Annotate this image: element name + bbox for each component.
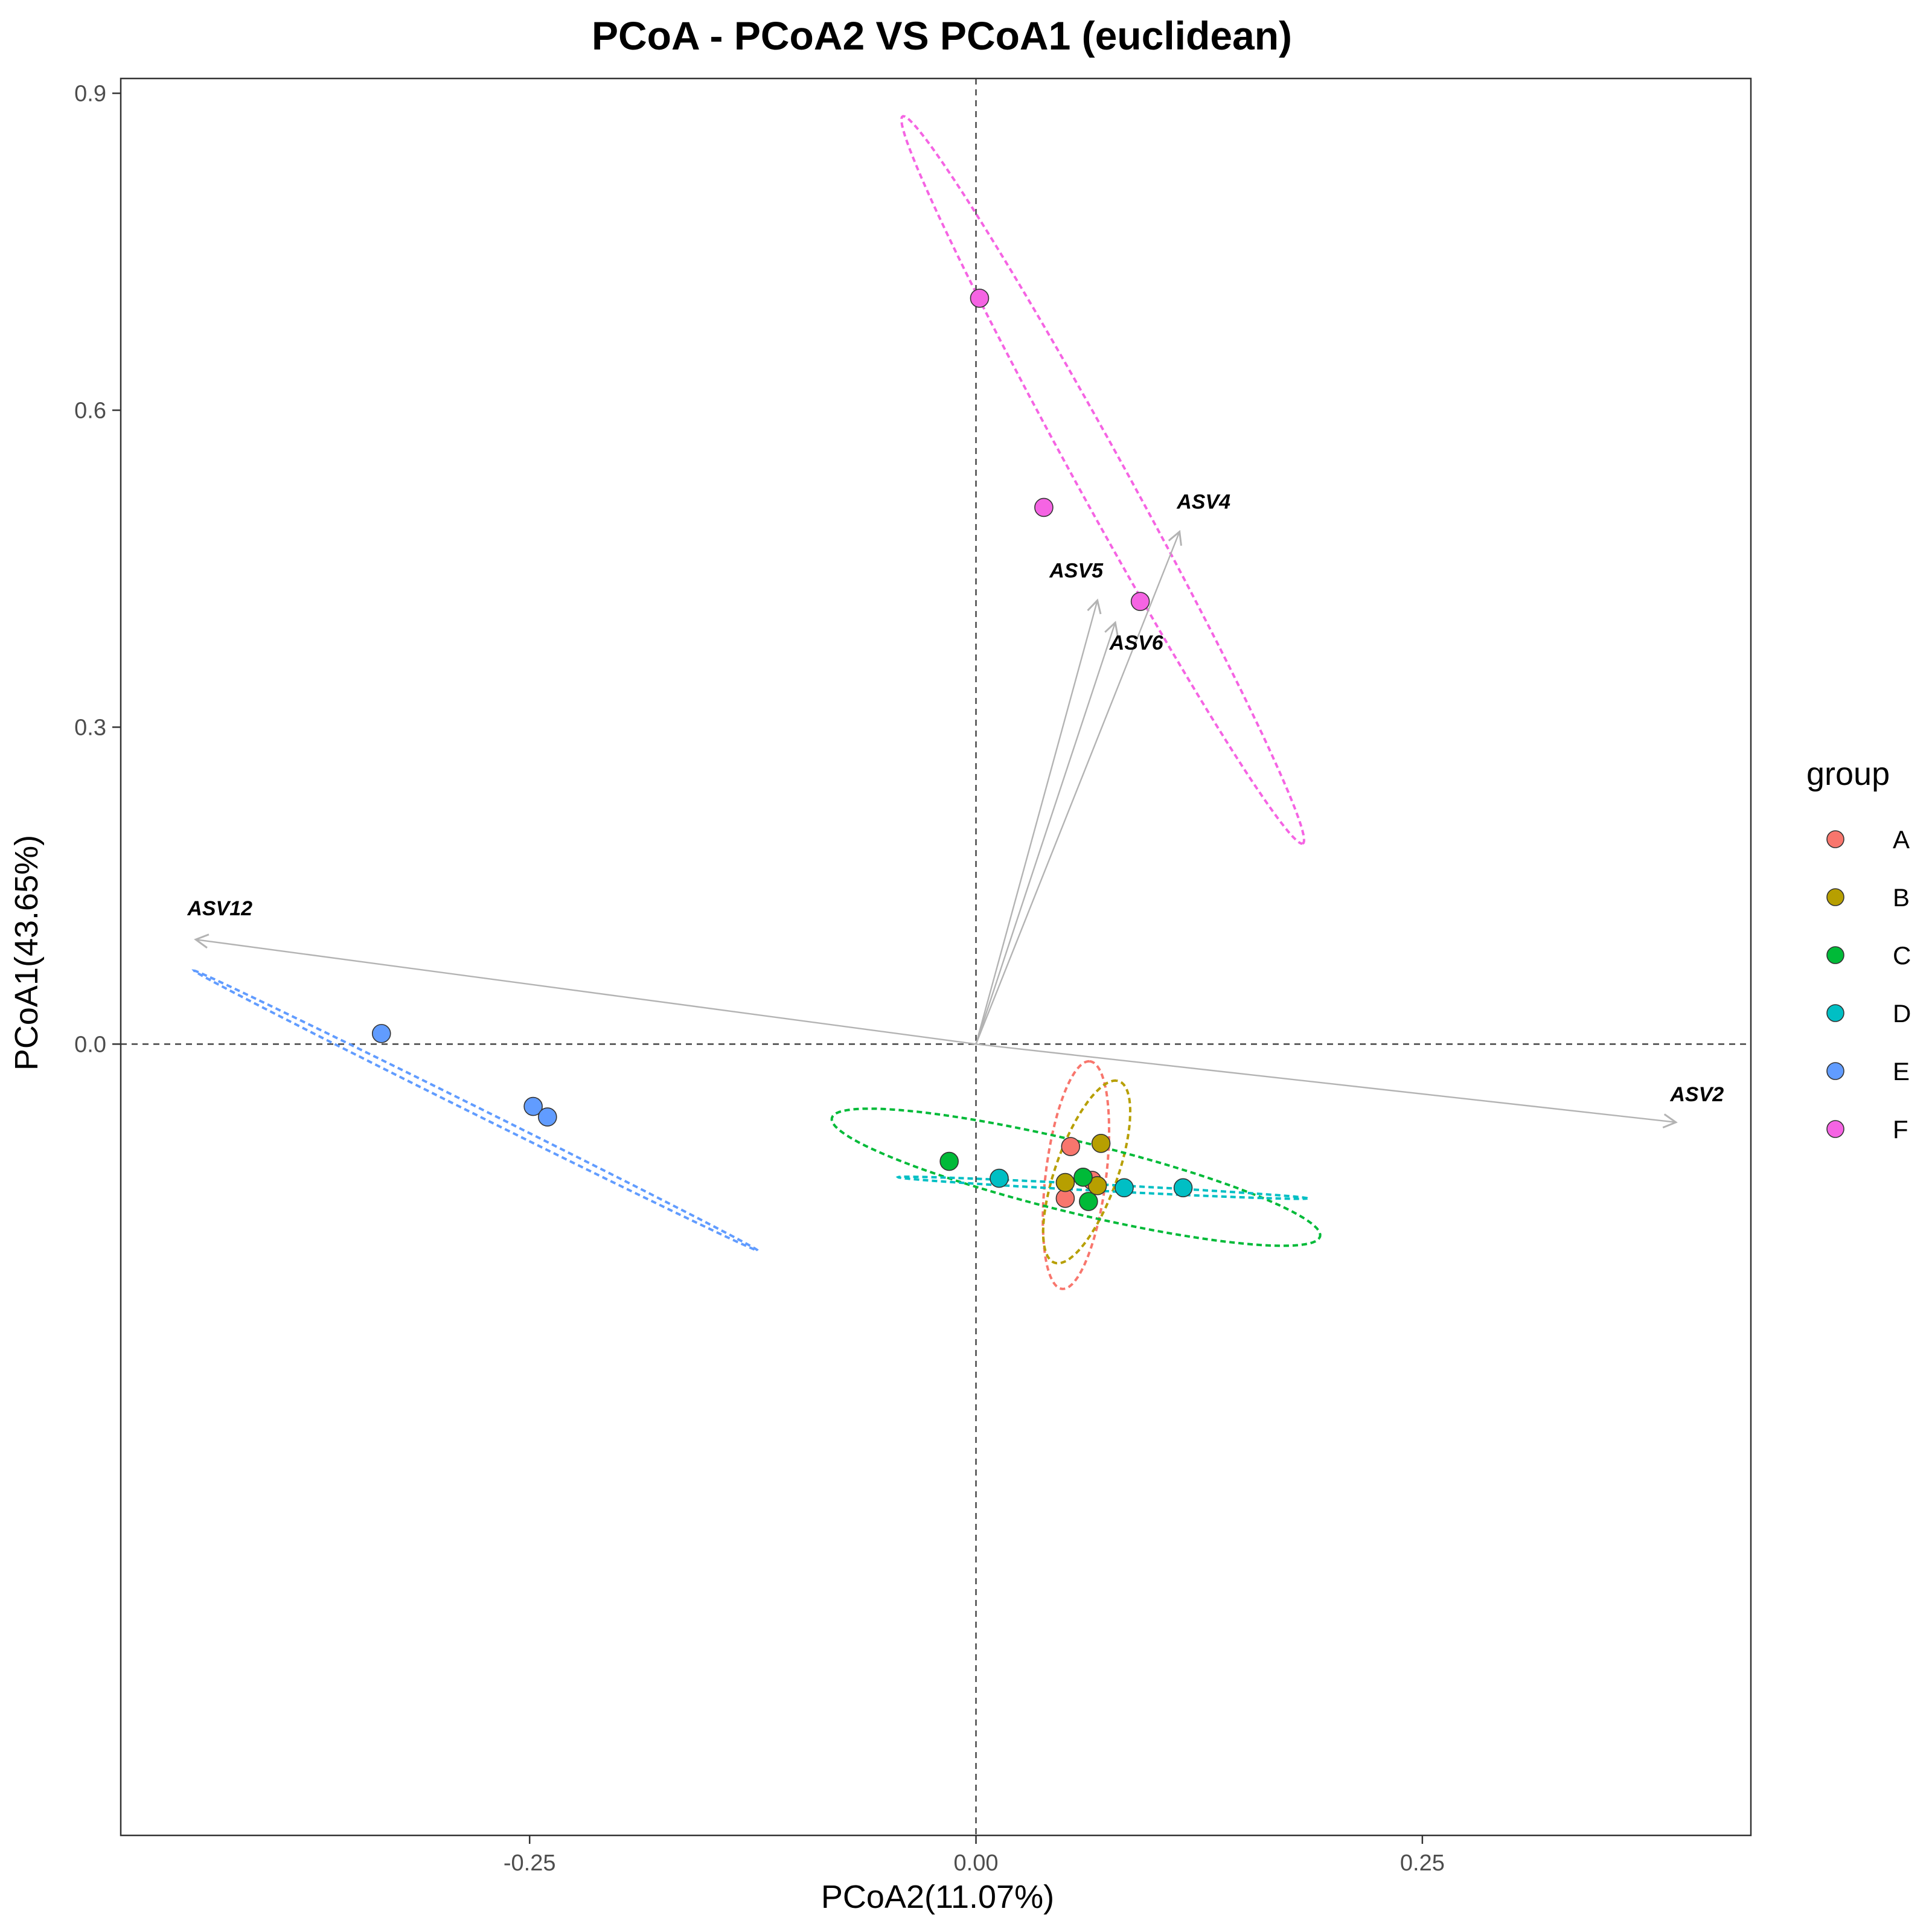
point-F-2 <box>1034 497 1054 517</box>
legend-key-D <box>1826 1004 1844 1022</box>
vector-label-asv2: ASV2 <box>1669 1083 1724 1106</box>
point-C-1 <box>939 1151 959 1171</box>
vector-asv5 <box>975 598 1102 1044</box>
legend-label-F: F <box>1893 1115 1908 1144</box>
legend-label-C: C <box>1893 941 1911 970</box>
point-B-2 <box>1055 1172 1075 1192</box>
legend-label-E: E <box>1893 1057 1910 1086</box>
point-E-3 <box>537 1107 557 1127</box>
point-D-3 <box>1173 1178 1193 1198</box>
vector-label-asv5: ASV5 <box>1049 559 1104 582</box>
ellipse-A <box>1041 1060 1110 1290</box>
point-E-2 <box>523 1096 543 1116</box>
ellipse-F <box>900 115 1305 845</box>
y-tick-label: 0.0 <box>74 1032 106 1057</box>
point-B-1 <box>1091 1134 1111 1153</box>
point-D-1 <box>990 1168 1009 1188</box>
legend-key-C <box>1826 946 1844 964</box>
y-tick-label: 0.9 <box>74 81 106 106</box>
x-axis-title: PCoA2(11.07%) <box>821 1879 1054 1915</box>
axes: -0.25 0.00 0.25 0.0 0.3 0.6 0.9 <box>74 81 1445 1876</box>
ellipse-E <box>191 969 759 1252</box>
vector-label-asv4: ASV4 <box>1176 491 1230 514</box>
legend-label-B: B <box>1893 883 1910 912</box>
vector-asv6 <box>975 621 1119 1044</box>
legend-key-E <box>1826 1062 1844 1080</box>
legend-label-D: D <box>1893 999 1911 1028</box>
plot-border <box>120 77 1752 1837</box>
point-B-3 <box>1087 1176 1107 1195</box>
x-tick-label: 0.00 <box>954 1850 999 1876</box>
vector-asv12 <box>194 933 976 1045</box>
chart-title: PCoA - PCoA2 VS PCoA1 (euclidean) <box>592 13 1292 58</box>
point-E-1 <box>371 1024 391 1043</box>
point-F-3 <box>1130 592 1150 611</box>
legend-key-A <box>1826 830 1844 848</box>
point-F-1 <box>970 289 990 308</box>
ellipse-B <box>1041 1079 1132 1265</box>
point-C-2 <box>1073 1168 1093 1187</box>
vector-asv4 <box>975 529 1182 1044</box>
ellipse-C <box>830 1107 1322 1247</box>
point-C-3 <box>1079 1192 1098 1211</box>
point-D-2 <box>1115 1178 1134 1198</box>
ellipse-D <box>895 1176 1308 1200</box>
point-A-1 <box>1061 1137 1081 1156</box>
vector-label-asv12: ASV12 <box>187 897 252 920</box>
vector-asv2 <box>976 1043 1678 1129</box>
y-axis-title: PCoA1(43.65%) <box>8 835 45 1070</box>
legend-key-F <box>1826 1120 1844 1138</box>
plot-area: ASV12 ASV2 ASV4 ASV5 ASV6 <box>121 78 1751 1835</box>
legend-key-B <box>1826 888 1844 906</box>
x-tick-label: -0.25 <box>504 1850 556 1876</box>
vector-label-asv6: ASV6 <box>1109 632 1164 654</box>
x-tick-label: 0.25 <box>1400 1850 1445 1876</box>
y-tick-label: 0.6 <box>74 398 106 423</box>
legend-title: group <box>1806 756 1890 792</box>
y-tick-label: 0.3 <box>74 715 106 740</box>
legend-label-A: A <box>1893 825 1910 854</box>
